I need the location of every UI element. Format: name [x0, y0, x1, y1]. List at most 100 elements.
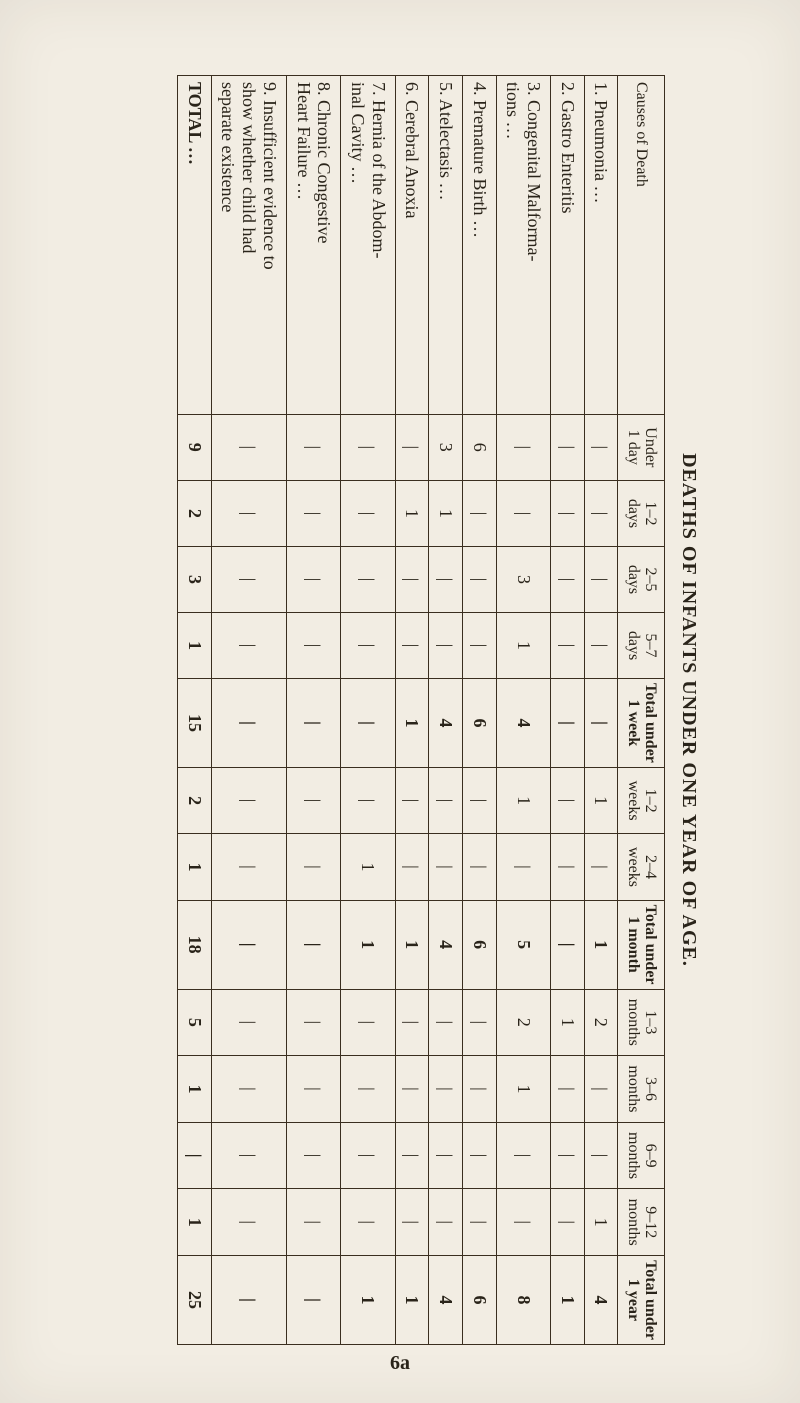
dash: | [304, 943, 324, 947]
total-cell-d1_2: 2 [178, 480, 212, 546]
cell-m3_6: | [286, 1056, 340, 1123]
header-m3_6: 3–6months [618, 1056, 665, 1123]
dash: | [514, 1220, 534, 1224]
dash: | [358, 799, 378, 803]
table-row: 3. Congenital Malforma- tions …||3141|52… [496, 76, 550, 1345]
dash: | [239, 1154, 259, 1158]
dash: | [558, 865, 578, 869]
table-row: 6. Cerebral Anoxia|1||1||1||||1 [395, 76, 429, 1345]
total-cell-m6_9: | [178, 1122, 212, 1189]
dash: | [470, 1021, 490, 1025]
cell-m9_12: | [211, 1189, 286, 1256]
header-w2_4-bot: weeks [624, 838, 641, 895]
total-cell-tm1: 18 [178, 900, 212, 989]
cell-tw1: 4 [496, 679, 550, 768]
cell-tm1: 1 [395, 900, 429, 989]
total-cell-m1_3: 5 [178, 989, 212, 1056]
dash: | [304, 512, 324, 516]
cell-tm1: | [286, 900, 340, 989]
header-m9_12: 9–12months [618, 1189, 665, 1256]
header-w2_4-top: 2–4 [641, 838, 658, 895]
cell-ty1: | [211, 1256, 286, 1345]
header-m6_9-top: 6–9 [641, 1127, 658, 1185]
header-d5_7: 5–7days [618, 613, 665, 679]
header-ty1-bot: 1 year [624, 1260, 641, 1340]
cell-tw1: 6 [462, 679, 496, 768]
dash: | [358, 1220, 378, 1224]
header-ty1: Total under1 year [618, 1256, 665, 1345]
header-tm1-top: Total under [641, 905, 658, 985]
cell-m6_9: | [286, 1122, 340, 1189]
dash: | [558, 578, 578, 582]
cell-w2_4: | [551, 834, 585, 900]
dash: | [470, 644, 490, 648]
header-d2_5: 2–5days [618, 546, 665, 612]
cell-d1_2: | [341, 480, 395, 546]
total-cell-ty1: 25 [178, 1256, 212, 1345]
cell-m3_6: | [429, 1056, 463, 1123]
header-m1_3-top: 1–3 [641, 994, 658, 1052]
table-row: 2. Gastro Enteritis||||||||1|||1 [551, 76, 585, 1345]
header-w1_2-bot: weeks [624, 772, 641, 829]
dash: | [239, 799, 259, 803]
dash: | [304, 644, 324, 648]
row-label: 4. Premature Birth … [462, 76, 496, 415]
cell-d2_5: | [462, 546, 496, 612]
dash: | [358, 1154, 378, 1158]
cell-d1_2: | [286, 480, 340, 546]
row-label: 2. Gastro Enteritis [551, 76, 585, 415]
cell-u1d: | [551, 414, 585, 480]
table-row: 4. Premature Birth …6|||6||6||||6 [462, 76, 496, 1345]
dash: | [436, 1220, 456, 1224]
cell-tm1: 1 [584, 900, 618, 989]
cell-w1_2: 1 [496, 767, 550, 833]
cell-d5_7: | [462, 613, 496, 679]
rotated-wrapper: DEATHS OF INFANTS UNDER ONE YEAR OF AGE.… [177, 75, 700, 1345]
table-row: 1. Pneumonia …|||||1|12||14 [584, 76, 618, 1345]
cell-tw1: | [211, 679, 286, 768]
cell-d1_2: | [462, 480, 496, 546]
header-m9_12-bot: months [624, 1193, 641, 1251]
total-cell-m9_12: 1 [178, 1189, 212, 1256]
cell-w2_4: | [496, 834, 550, 900]
dash: | [239, 943, 259, 947]
header-u1d-top: Under [641, 419, 658, 476]
deaths-table: Causes of Death Under1 day1–2days2–5days… [177, 75, 665, 1345]
cell-tw1: | [584, 679, 618, 768]
table-row: 7. Hernia of the Abdom- inal Cavity …|||… [341, 76, 395, 1345]
header-tm1-bot: 1 month [624, 905, 641, 985]
cell-tm1: 6 [462, 900, 496, 989]
header-u1d: Under1 day [618, 414, 665, 480]
cell-ty1: 1 [551, 1256, 585, 1345]
cell-tw1: | [551, 679, 585, 768]
cell-w1_2: | [551, 767, 585, 833]
cell-u1d: | [395, 414, 429, 480]
cell-u1d: | [286, 414, 340, 480]
dash: | [304, 1298, 324, 1302]
total-cell-u1d: 9 [178, 414, 212, 480]
page: DEATHS OF INFANTS UNDER ONE YEAR OF AGE.… [0, 0, 800, 1403]
dash: | [239, 721, 259, 725]
cell-m3_6: | [551, 1056, 585, 1123]
cell-m9_12: | [395, 1189, 429, 1256]
dash: | [185, 1154, 205, 1158]
cell-d1_2: 1 [429, 480, 463, 546]
header-d2_5-top: 2–5 [641, 551, 658, 608]
cell-m9_12: 1 [584, 1189, 618, 1256]
dash: | [304, 1154, 324, 1158]
dash: | [558, 799, 578, 803]
header-d2_5-bot: days [624, 551, 641, 608]
total-cell-d5_7: 1 [178, 613, 212, 679]
cell-d5_7: | [211, 613, 286, 679]
cell-d2_5: | [286, 546, 340, 612]
cell-d5_7: | [551, 613, 585, 679]
cell-tw1: 4 [429, 679, 463, 768]
dash: | [514, 512, 534, 516]
cell-w1_2: | [395, 767, 429, 833]
header-tw1-bot: 1 week [624, 683, 641, 763]
total-cell-w1_2: 2 [178, 767, 212, 833]
cell-m6_9: | [584, 1122, 618, 1189]
dash: | [402, 644, 422, 648]
dash: | [558, 1220, 578, 1224]
header-tm1: Total under1 month [618, 900, 665, 989]
